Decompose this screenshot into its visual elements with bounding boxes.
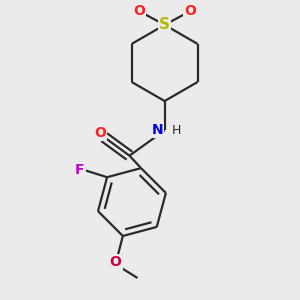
Text: O: O bbox=[184, 4, 196, 18]
Text: H: H bbox=[172, 124, 182, 137]
Text: S: S bbox=[159, 17, 170, 32]
Text: F: F bbox=[75, 163, 85, 177]
Text: O: O bbox=[110, 255, 122, 269]
Text: O: O bbox=[94, 126, 106, 140]
Text: N: N bbox=[152, 123, 163, 137]
Text: O: O bbox=[133, 4, 145, 18]
